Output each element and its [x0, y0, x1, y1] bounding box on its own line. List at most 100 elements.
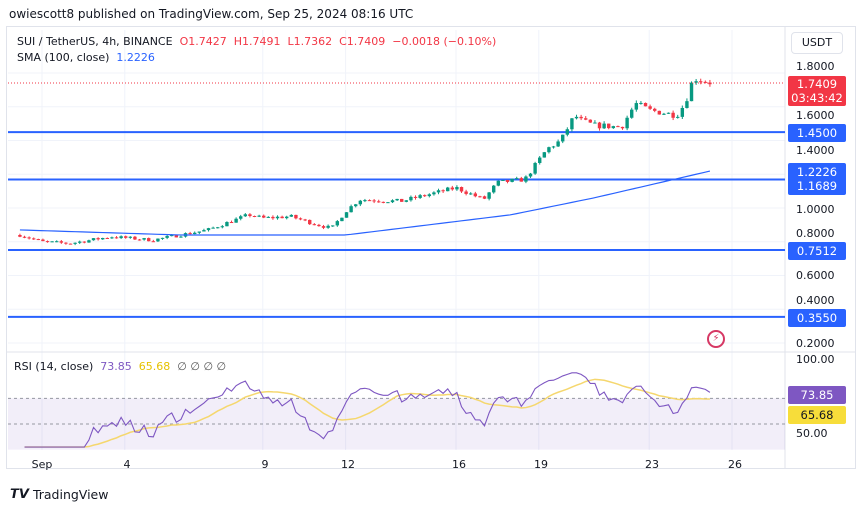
level-tag: 1.1689 [796, 179, 838, 193]
candle-down [262, 215, 266, 218]
candle-down [248, 214, 252, 216]
rsi-ma-value: 65.68 [138, 360, 171, 373]
candle-up [689, 82, 694, 102]
candle-up [202, 230, 206, 232]
candle-down [271, 216, 275, 219]
candle-up [395, 198, 399, 201]
candle-down [308, 219, 312, 225]
candle-up [55, 241, 59, 243]
sma-tag: 1.2226 [796, 165, 838, 179]
candle-down [423, 195, 427, 197]
candle-up [639, 102, 643, 104]
flash-alert-icon[interactable]: ⚡ [707, 330, 725, 348]
rsi-value: 73.85 [100, 360, 132, 373]
candle-down [294, 214, 298, 219]
candle-down [584, 118, 588, 120]
rsi-legend: RSI (14, close) 73.85 65.68 ∅ ∅ ∅ ∅ [14, 360, 226, 373]
candle-up [165, 236, 169, 238]
candle-up [409, 196, 413, 201]
candle-down [22, 236, 27, 238]
rsi-label[interactable]: RSI (14, close) [14, 360, 94, 373]
candle-up [197, 231, 202, 233]
candle-down [505, 179, 510, 182]
candle-up [206, 228, 211, 231]
candle-down [68, 243, 73, 245]
candle-up [243, 214, 248, 217]
candle-up [216, 227, 220, 229]
candle-up [501, 179, 505, 181]
candle-up [496, 180, 501, 186]
candle-up [73, 242, 77, 244]
candle-down [372, 200, 376, 202]
candle-up [685, 101, 689, 108]
candle-up [335, 221, 340, 226]
candle-up [193, 232, 197, 235]
rsi-ma-line [24, 378, 710, 448]
candle-down [648, 106, 652, 109]
time-tick: 23 [645, 458, 659, 471]
candle-up [515, 178, 519, 180]
level-tag: 1.4500 [788, 124, 846, 142]
candle-up [220, 226, 225, 228]
price-tick: 1.0000 [796, 203, 835, 216]
candle-down [620, 126, 625, 129]
ohlc-open: O1.7427 [179, 35, 227, 48]
candle-up [611, 126, 616, 129]
candle-up [257, 215, 261, 217]
candle-up [524, 176, 528, 182]
candle-down [703, 81, 708, 83]
candle-up [551, 146, 556, 148]
price-tick: 0.4000 [796, 294, 835, 307]
currency-button[interactable]: USDT [791, 32, 843, 54]
rsi-line [24, 372, 711, 448]
candle-down [317, 224, 321, 227]
candle-up [179, 236, 183, 238]
candle-down [298, 218, 303, 220]
tradingview-logo[interactable]: 𝙏𝙑 TradingView [10, 487, 108, 502]
candle-down [377, 201, 381, 203]
candle-down [229, 222, 234, 224]
rsi-extra-values: ∅ ∅ ∅ ∅ [177, 360, 227, 373]
candle-down [59, 241, 64, 243]
candle-up [326, 225, 330, 228]
candle-up [110, 237, 114, 239]
tv-logo-icon: 𝙏𝙑 [10, 487, 29, 502]
publisher-line: owiescott8 published on TradingView.com,… [9, 7, 414, 21]
symbol-name[interactable]: SUI / TetherUS, 4h, BINANCE [17, 35, 173, 48]
bar-countdown: 03:43:42 [791, 91, 843, 105]
last-price-tag: 1.7409 03:43:42 [788, 76, 846, 106]
candle-down [45, 241, 50, 243]
candle-down [303, 219, 307, 221]
candle-down [473, 193, 478, 197]
candle-down [105, 237, 110, 239]
candle-down [96, 238, 100, 240]
candle-down [124, 236, 128, 238]
candle-down [441, 190, 445, 192]
candle-down [367, 200, 372, 202]
sma-label[interactable]: SMA (100, close) [17, 51, 110, 64]
candle-down [151, 241, 156, 243]
candle-down [381, 201, 386, 203]
candle-down [400, 198, 404, 202]
candle-up [547, 147, 551, 153]
candle-down [519, 178, 524, 182]
candle-down [36, 239, 41, 241]
candle-down [114, 237, 119, 239]
candle-up [469, 193, 473, 195]
candle-up [533, 162, 537, 174]
candle-up [390, 200, 395, 203]
candle-down [482, 196, 487, 199]
candle-up [87, 240, 91, 243]
candle-up [574, 116, 579, 119]
candle-up [694, 81, 698, 83]
candle-up [119, 236, 123, 239]
candle-down [252, 215, 257, 217]
candle-down [478, 196, 482, 198]
candle-down [708, 82, 712, 85]
candle-up [556, 141, 560, 147]
candle-up [234, 218, 238, 223]
candle-up [634, 103, 639, 110]
candle-down [699, 81, 703, 83]
price-tick: 1.8000 [796, 60, 835, 73]
